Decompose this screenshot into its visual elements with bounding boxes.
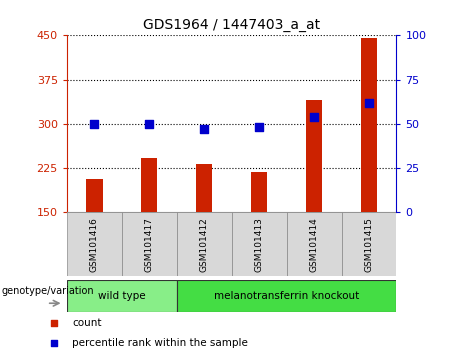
Text: GSM101414: GSM101414 (309, 217, 319, 272)
Bar (196, 164, 213, 212)
Bar (306, 100, 322, 212)
Text: GSM101412: GSM101412 (200, 217, 209, 272)
Bar (231, 212, 287, 276)
Bar (251, 172, 267, 212)
Bar (342, 212, 396, 276)
Bar (287, 212, 342, 276)
Bar (141, 158, 158, 212)
Bar (122, 212, 177, 276)
Point (365, 100, 372, 105)
Point (146, 121, 153, 127)
Bar (177, 280, 396, 312)
Point (51, 340, 58, 346)
Text: GSM101413: GSM101413 (254, 217, 264, 272)
Bar (67, 280, 177, 312)
Bar (86, 179, 102, 212)
Text: count: count (72, 318, 101, 328)
Title: GDS1964 / 1447403_a_at: GDS1964 / 1447403_a_at (143, 18, 320, 32)
Text: GSM101416: GSM101416 (90, 217, 99, 272)
Bar (177, 212, 231, 276)
Text: percentile rank within the sample: percentile rank within the sample (72, 338, 248, 348)
Point (255, 125, 263, 130)
Point (201, 126, 208, 132)
Text: melanotransferrin knockout: melanotransferrin knockout (214, 291, 359, 301)
Point (91, 121, 98, 127)
Point (51, 320, 58, 326)
Text: GSM101417: GSM101417 (145, 217, 154, 272)
Text: genotype/variation: genotype/variation (1, 286, 94, 296)
Text: wild type: wild type (98, 291, 146, 301)
Text: GSM101415: GSM101415 (365, 217, 373, 272)
Bar (67, 212, 122, 276)
Bar (361, 38, 377, 212)
Point (310, 114, 318, 120)
